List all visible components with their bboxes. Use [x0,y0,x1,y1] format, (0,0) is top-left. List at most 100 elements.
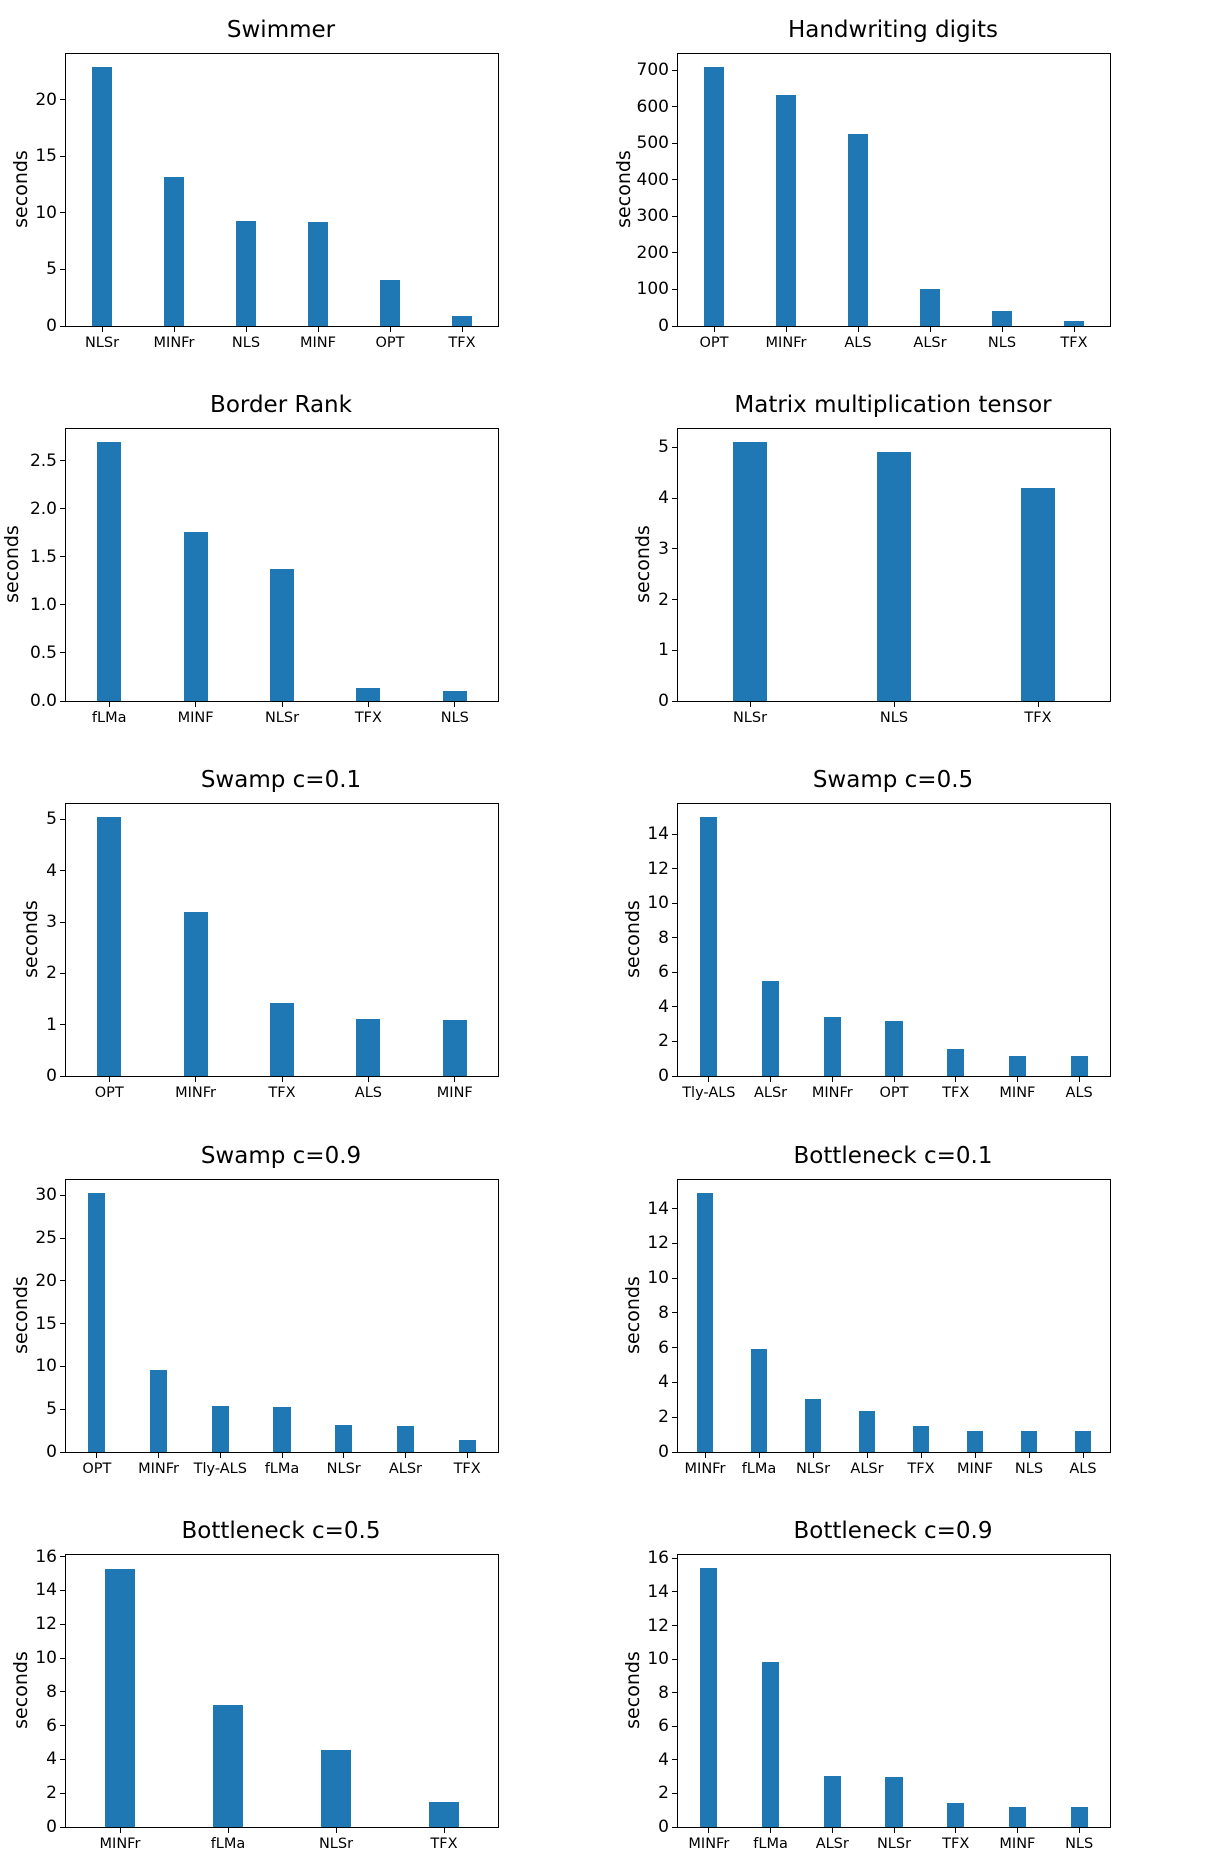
x-tick-label: NLSr [84,335,120,351]
y-tick-label: 12 [647,858,669,879]
y-tick-mark [60,99,65,101]
x-tick-label: OPT [375,335,405,351]
y-tick-mark [60,1691,65,1693]
y-tick-label: 16 [647,1548,669,1569]
y-tick-label: 12 [647,1233,669,1254]
bar-NLSr [335,1424,353,1452]
y-axis-label: seconds [622,1276,645,1354]
x-tick-mark [708,1828,710,1833]
bar-NLSr [733,442,767,701]
bar-Tly-ALS [211,1405,229,1452]
y-tick-mark [60,1623,65,1625]
x-tick-label: fLMa [741,1461,777,1477]
bar-ALS [1070,1056,1088,1076]
y-tick-mark [60,268,65,270]
y-tick-label: 600 [636,96,669,117]
x-tick-label: NLS [879,710,909,726]
y-tick-label: 20 [35,89,57,110]
y-tick-label: 2 [658,1783,669,1804]
bar-MINF [967,1431,983,1452]
y-tick-label: 4 [46,860,57,881]
y-axis-label: seconds [622,1651,645,1729]
x-tick-label: NLS [1014,1461,1044,1477]
chart-title: Handwriting digits [787,17,999,43]
y-tick-label: 0 [658,1817,669,1837]
y-tick-label: 2 [658,1031,669,1052]
bar-MINFr [163,176,185,326]
x-tick-mark [466,1453,468,1458]
x-tick-label: fLMa [91,710,127,726]
x-tick-label: MINFr [684,1461,726,1477]
y-tick-label: 6 [46,1715,57,1736]
bar-ALSr [859,1411,875,1452]
y-tick-mark [60,1024,65,1026]
bar-NLSr [320,1750,352,1827]
y-tick-label: 0.5 [29,642,57,663]
x-tick-label: NLS [231,335,261,351]
y-tick-label: 8 [46,1681,57,1702]
bar-MINFr [823,1017,841,1076]
y-tick-label: 4 [658,996,669,1017]
y-tick-mark [60,921,65,923]
y-tick-label: 2 [658,1407,669,1428]
bar-OPT [703,66,725,326]
y-tick-label: 6 [658,1716,669,1737]
y-tick-label: 30 [35,1185,57,1206]
bar-ALSr [823,1775,841,1827]
x-tick-label: NLSr [876,1836,912,1852]
y-tick-mark [672,106,677,108]
x-tick-mark [195,702,197,707]
y-tick-label: 14 [647,824,669,845]
x-tick-mark [955,1828,957,1833]
y-tick-label: 1.5 [29,546,57,567]
plot-area: 0 5 10 15 20 25 30 OPT MINFr Tly-ALS fLMa NLSr ALSr T… [35,1179,499,1477]
y-tick-mark [672,1075,677,1077]
bar-OPT [885,1020,903,1076]
y-tick-mark [60,652,65,654]
chart-cell: Bottleneck c=0.5 0 2 4 6 8 10 12 14 16 MINFr fLMa NL… [0,1501,612,1876]
y-tick-mark [672,971,677,973]
y-tick-mark [672,1792,677,1794]
x-tick-mark [749,702,751,707]
y-tick-label: 2.5 [29,450,57,471]
bar-OPT [379,279,401,326]
x-tick-label: ALS [1069,1461,1097,1477]
x-tick-mark [281,702,283,707]
y-tick-label: 1 [658,640,669,661]
bar-TFX [1021,487,1055,701]
bar-fLMa [761,1662,780,1827]
y-tick-label: 15 [35,1313,57,1334]
y-tick-label: 4 [658,1372,669,1393]
y-tick-label: 0 [658,691,669,711]
y-tick-mark [672,179,677,181]
y-tick-mark [672,700,677,702]
y-axis-label: seconds [20,900,43,978]
plot-area: 0 2 4 6 8 10 12 14 MINFr fLMa NLSr ALSr TFX MINF NLS AL… [647,1179,1111,1477]
bar-MINF [307,221,329,326]
y-tick-mark [60,870,65,872]
bar-NLS [235,220,257,326]
x-tick-mark [1037,702,1039,707]
bar-fLMa [97,442,122,701]
y-tick-mark [60,1237,65,1239]
x-tick-mark [96,1453,98,1458]
y-tick-mark [672,902,677,904]
x-tick-label: TFX [1060,335,1088,351]
y-tick-mark [60,460,65,462]
y-tick-mark [60,1758,65,1760]
y-tick-mark [60,508,65,510]
x-tick-mark [108,702,110,707]
x-tick-label: TFX [1024,710,1052,726]
x-tick-label: ALSr [850,1461,884,1477]
x-tick-mark [108,1077,110,1082]
y-tick-label: 1 [46,1014,57,1035]
y-tick-mark [672,1312,677,1314]
y-tick-label: 2 [46,963,57,984]
x-tick-label: fLMa [264,1461,300,1477]
x-tick-label: MINF [999,1836,1036,1852]
y-tick-label: 4 [658,488,669,508]
x-tick-label: NLS [1065,1836,1094,1852]
y-tick-label: 6 [658,1337,669,1358]
y-tick-mark [60,972,65,974]
x-tick-label: NLSr [795,1461,831,1477]
